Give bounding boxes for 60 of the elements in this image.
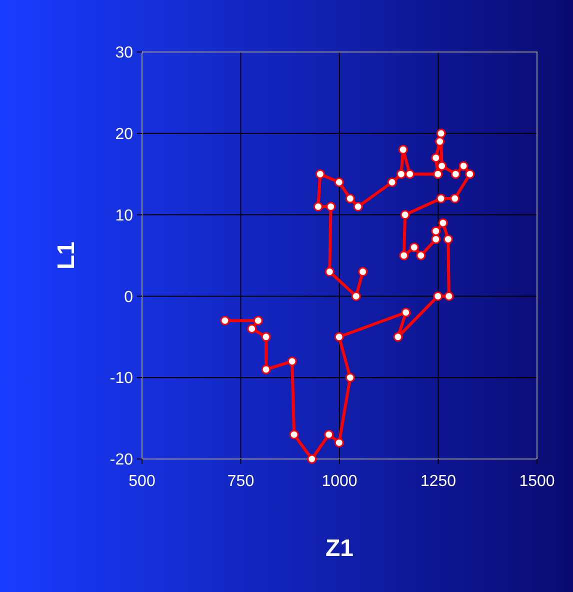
y-tick-label: -20 (110, 452, 134, 469)
x-tick-label: 1000 (322, 473, 358, 490)
point (400, 210, 410, 220)
point (431, 234, 441, 244)
point (358, 267, 368, 277)
point (399, 250, 409, 260)
point (393, 332, 403, 342)
point (289, 430, 299, 440)
point (353, 202, 363, 212)
point (247, 324, 257, 334)
point (334, 177, 344, 187)
point (253, 316, 263, 326)
point (438, 218, 448, 228)
point (261, 332, 271, 342)
point (437, 161, 447, 171)
point (433, 291, 443, 301)
point (465, 169, 475, 179)
point (443, 234, 453, 244)
point (450, 194, 460, 204)
point (405, 169, 415, 179)
point (387, 177, 397, 187)
y-tick-label: 10 (115, 207, 134, 224)
point (431, 226, 441, 236)
point (435, 136, 445, 146)
point (313, 202, 323, 212)
x-tick-label: 1500 (519, 473, 555, 490)
point (444, 291, 454, 301)
x-tick-label: 1250 (420, 473, 456, 490)
point (398, 144, 408, 154)
point (324, 267, 334, 277)
x-tick-label: 500 (128, 473, 156, 490)
point (433, 169, 443, 179)
point (220, 316, 230, 326)
point (436, 128, 446, 138)
point (431, 153, 441, 163)
point (436, 194, 446, 204)
y-axis-title: L1 (53, 241, 80, 270)
x-tick-label: 750 (227, 473, 254, 490)
point (396, 169, 406, 179)
point (450, 169, 460, 179)
y-tick-label: 20 (115, 126, 134, 143)
point (326, 202, 336, 212)
point (315, 169, 325, 179)
point (334, 332, 344, 342)
point (324, 430, 334, 440)
point (401, 308, 411, 318)
y-tick-label: -10 (110, 370, 134, 388)
x-axis-title: Z1 (325, 535, 354, 562)
point (334, 438, 344, 448)
y-tick-label: 0 (124, 288, 134, 306)
point (345, 194, 355, 204)
point (307, 454, 317, 464)
point (409, 242, 419, 252)
point (287, 356, 297, 366)
point (345, 372, 355, 382)
point (351, 291, 361, 301)
point (416, 250, 426, 260)
y-tick-label: 30 (115, 44, 134, 62)
point (458, 161, 468, 171)
point (261, 364, 271, 374)
